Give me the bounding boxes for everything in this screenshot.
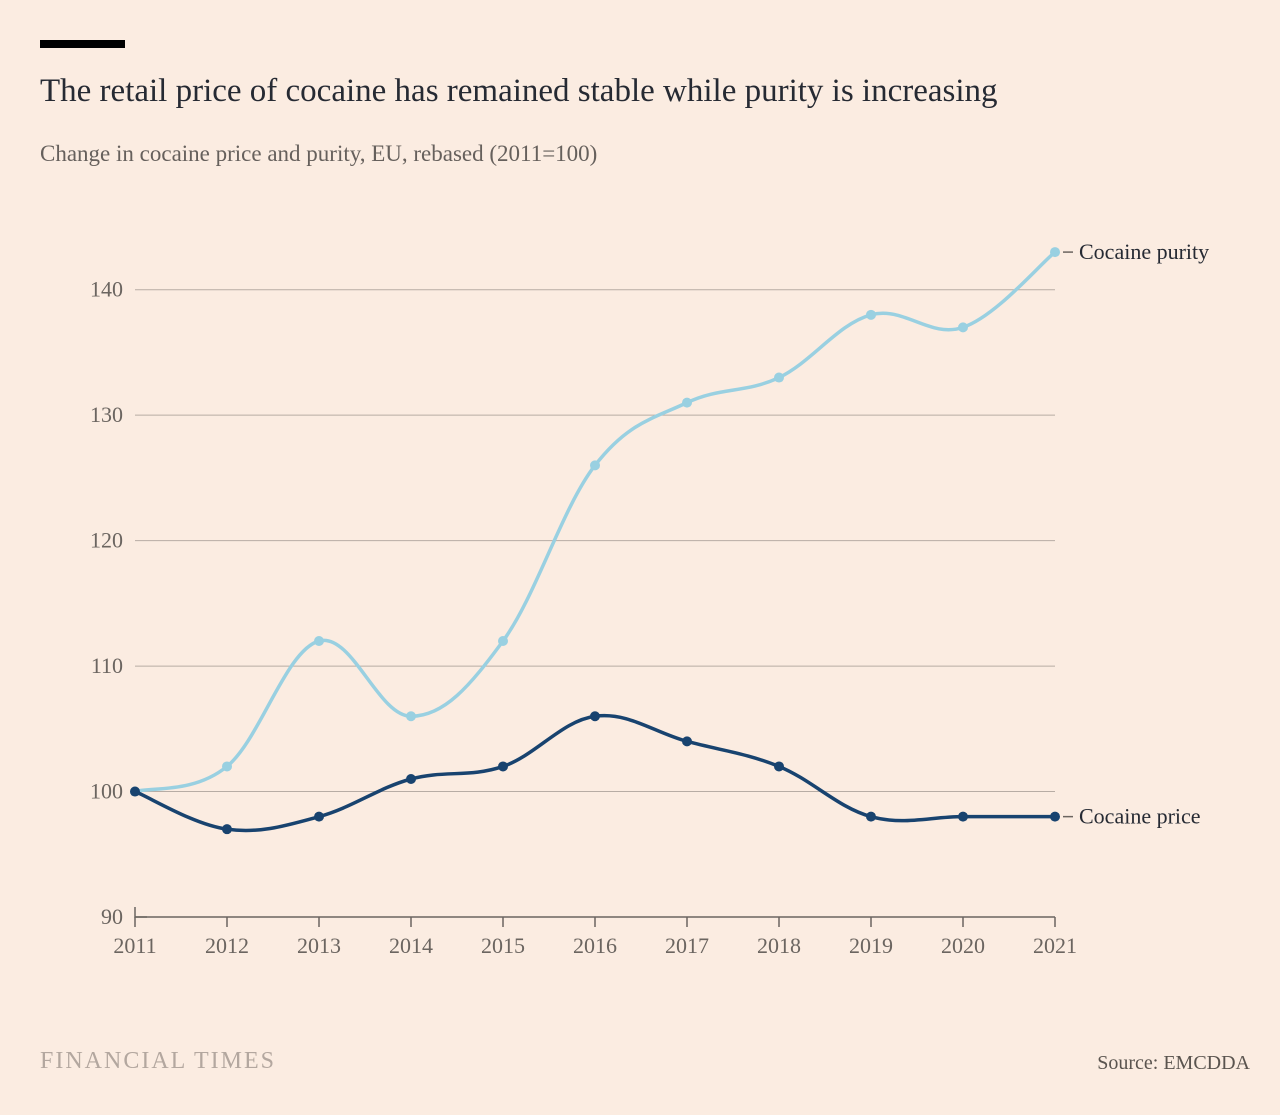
y-tick-label: 140 (90, 277, 123, 302)
data-point (682, 736, 692, 746)
chart-subtitle: Change in cocaine price and purity, EU, … (40, 141, 1250, 167)
y-tick-label: 110 (91, 653, 123, 678)
data-point (1050, 812, 1060, 822)
data-point (682, 398, 692, 408)
data-point (774, 372, 784, 382)
source-label: Source: EMCDDA (1097, 1052, 1250, 1075)
data-point (314, 636, 324, 646)
data-point (498, 761, 508, 771)
x-tick-label: 2013 (297, 933, 341, 958)
x-tick-label: 2017 (665, 933, 709, 958)
chart-title: The retail price of cocaine has remained… (40, 70, 1250, 113)
y-tick-label: 90 (101, 904, 123, 929)
data-point (498, 636, 508, 646)
data-point (774, 761, 784, 771)
data-point (866, 812, 876, 822)
data-point (958, 322, 968, 332)
data-point (130, 786, 140, 796)
series-line (135, 252, 1055, 791)
data-point (1050, 247, 1060, 257)
series-label: Cocaine price (1079, 804, 1201, 829)
chart-card: The retail price of cocaine has remained… (0, 0, 1280, 1115)
x-tick-label: 2020 (941, 933, 985, 958)
data-point (406, 774, 416, 784)
series-label: Cocaine purity (1079, 239, 1209, 264)
y-tick-label: 120 (90, 528, 123, 553)
x-tick-label: 2016 (573, 933, 617, 958)
x-tick-label: 2014 (389, 933, 433, 958)
data-point (406, 711, 416, 721)
y-tick-label: 100 (90, 778, 123, 803)
data-point (590, 711, 600, 721)
line-chart-svg: 90 100 110 120 130 140 2011 2012 2013 2014 2015 201… (40, 177, 1240, 987)
x-tick-label: 2011 (113, 933, 156, 958)
x-tick-label: 2012 (205, 933, 249, 958)
x-tick-label: 2021 (1033, 933, 1077, 958)
data-point (866, 310, 876, 320)
chart-footer: FINANCIAL TIMES Source: EMCDDA (40, 1048, 1250, 1075)
series-line (135, 716, 1055, 831)
accent-bar (40, 40, 125, 48)
data-point (314, 812, 324, 822)
data-point (222, 761, 232, 771)
data-point (222, 824, 232, 834)
chart-area: 90 100 110 120 130 140 2011 2012 2013 2014 2015 201… (40, 177, 1240, 987)
brand-label: FINANCIAL TIMES (40, 1048, 276, 1075)
x-tick-label: 2015 (481, 933, 525, 958)
data-point (590, 460, 600, 470)
y-tick-label: 130 (90, 402, 123, 427)
data-point (958, 812, 968, 822)
x-tick-label: 2019 (849, 933, 893, 958)
x-tick-label: 2018 (757, 933, 801, 958)
